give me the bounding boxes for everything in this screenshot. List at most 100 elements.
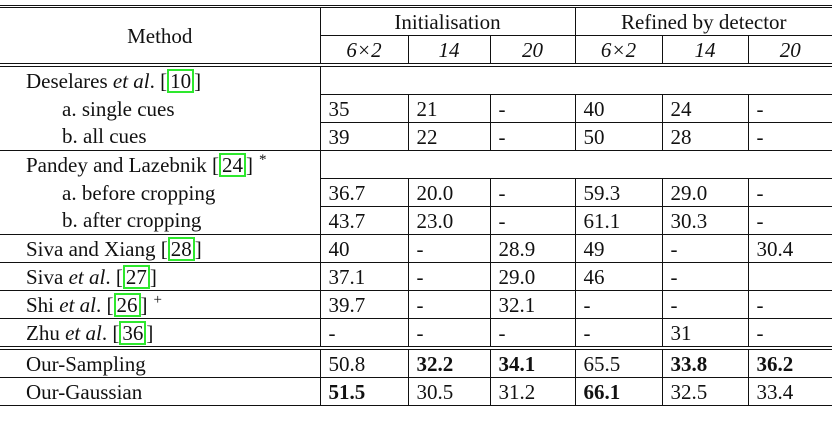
method-cell: Shi et al. 26 + bbox=[0, 290, 320, 319]
method-cell: Pandey and Lazebnik 24 * bbox=[0, 150, 320, 179]
value-cell: 22 bbox=[407, 122, 490, 151]
method-cell: Zhu et al. 36 bbox=[0, 318, 320, 348]
value-cell: 51.5 bbox=[319, 377, 408, 406]
method-name: Shi bbox=[26, 292, 60, 317]
method-post: . bbox=[105, 264, 111, 289]
value-cell: 39.7 bbox=[319, 290, 408, 319]
citation-link[interactable]: 26 bbox=[113, 292, 141, 317]
refined-header: Refined by detector bbox=[574, 5, 832, 36]
value-cell: 66.1 bbox=[574, 377, 662, 406]
subcol-ref-14: 14 bbox=[661, 35, 748, 65]
citation-link[interactable]: 36 bbox=[119, 320, 147, 345]
citation[interactable]: 28 bbox=[161, 236, 202, 261]
sub-method-label: a. single cues bbox=[62, 96, 175, 121]
results-table: Method Initialisation Refined by detecto… bbox=[0, 5, 832, 406]
value-cell bbox=[747, 262, 832, 291]
value-cell: 29.0 bbox=[661, 178, 748, 207]
value-cell: - bbox=[489, 318, 575, 348]
citation-link[interactable]: 24 bbox=[219, 152, 247, 177]
value-cell: 35 bbox=[319, 94, 408, 123]
table-row: Deselares et al. 10 bbox=[0, 63, 832, 95]
value-cell: 29.0 bbox=[489, 262, 575, 291]
table-row: Siva et al. 2737.1-29.046- bbox=[0, 262, 832, 291]
value-cell: 30.3 bbox=[661, 206, 748, 235]
value-cell: - bbox=[747, 318, 832, 348]
value-cell: - bbox=[747, 206, 832, 235]
table-row: Siva and Xiang 2840-28.949-30.4 bbox=[0, 234, 832, 263]
subcol-ref-6x2: 6×2 bbox=[574, 35, 662, 65]
method-cell: Siva and Xiang 28 bbox=[0, 234, 320, 263]
citation[interactable]: 24 bbox=[212, 152, 253, 177]
value-cell: - bbox=[747, 94, 832, 123]
table-row: Our-Sampling 50.8 32.2 34.1 65.5 33.8 36.2 bbox=[0, 346, 832, 378]
table-row: b. all cues 39 22-50 28- bbox=[0, 122, 832, 151]
footnote-mark: * bbox=[259, 151, 267, 168]
value-cell: - bbox=[319, 318, 408, 348]
value-cell: 30.5 bbox=[407, 377, 490, 406]
table-row: Our-Gaussian 51.5 30.5 31.2 66.1 32.5 33.4 bbox=[0, 377, 832, 406]
value-cell: 24 bbox=[661, 94, 748, 123]
method-name: Our-Gaussian bbox=[26, 379, 143, 404]
value-cell: 31.2 bbox=[489, 377, 575, 406]
value-cell: 50 bbox=[574, 122, 662, 151]
value-cell: 33.4 bbox=[747, 377, 832, 406]
method-name: Deselares bbox=[26, 68, 113, 93]
value-cell: 31 bbox=[661, 318, 748, 348]
value-cell: 30.4 bbox=[747, 234, 832, 263]
value-cell: - bbox=[489, 122, 575, 151]
value-cell: 32.2 bbox=[407, 346, 490, 378]
value-cell: 33.8 bbox=[661, 346, 748, 378]
group-spacer bbox=[319, 63, 832, 95]
table-body: Deselares et al. 10a. single cues3521-40… bbox=[0, 63, 832, 406]
value-cell: - bbox=[747, 122, 832, 151]
table-row: b. after cropping 43.7 23.0-61.1 30.3- bbox=[0, 206, 832, 235]
value-cell: 34.1 bbox=[489, 346, 575, 378]
value-cell: 40 bbox=[574, 94, 662, 123]
value-cell: - bbox=[661, 290, 748, 319]
method-name: Our-Sampling bbox=[26, 351, 146, 376]
value-cell: - bbox=[407, 234, 490, 263]
value-cell: 28 bbox=[661, 122, 748, 151]
method-cell: Siva et al. 27 bbox=[0, 262, 320, 291]
method-etal: et al bbox=[65, 320, 102, 345]
citation[interactable]: 10 bbox=[160, 68, 201, 93]
method-name: Siva and Xiang bbox=[26, 236, 161, 261]
citation-link[interactable]: 28 bbox=[167, 236, 195, 261]
value-cell: 61.1 bbox=[574, 206, 662, 235]
method-etal: et al bbox=[68, 264, 106, 289]
value-cell: 37.1 bbox=[319, 262, 408, 291]
sub-method-label: a. before cropping bbox=[62, 180, 216, 205]
value-cell: 39 bbox=[319, 122, 408, 151]
citation[interactable]: 26 bbox=[107, 292, 148, 317]
value-cell: - bbox=[489, 94, 575, 123]
citation[interactable]: 27 bbox=[116, 264, 157, 289]
subcol-init-6x2: 6×2 bbox=[319, 35, 408, 65]
method-post: . bbox=[101, 320, 108, 345]
value-cell: - bbox=[407, 262, 490, 291]
method-header: Method bbox=[0, 5, 320, 65]
value-cell: - bbox=[489, 178, 575, 207]
method-name: Zhu bbox=[26, 320, 66, 345]
footnote-mark: + bbox=[153, 291, 162, 308]
value-cell: - bbox=[747, 178, 832, 207]
citation-link[interactable]: 10 bbox=[167, 68, 195, 93]
table-row: Pandey and Lazebnik 24 * bbox=[0, 150, 832, 179]
citation[interactable]: 36 bbox=[112, 320, 153, 345]
method-post: . bbox=[96, 292, 102, 317]
value-cell: 65.5 bbox=[574, 346, 662, 378]
table-row: a. single cues 35 21-40 24- bbox=[0, 94, 832, 123]
method-name: Siva bbox=[26, 264, 69, 289]
table-row: Shi et al. 26+39.7-32.1--- bbox=[0, 290, 832, 319]
value-cell: 59.3 bbox=[574, 178, 662, 207]
initialisation-header: Initialisation bbox=[319, 5, 575, 36]
method-etal: et al bbox=[112, 68, 150, 93]
value-cell: 43.7 bbox=[319, 206, 408, 235]
value-cell: 46 bbox=[574, 262, 662, 291]
value-cell: - bbox=[661, 234, 748, 263]
table-row: Zhu et al. 36----31- bbox=[0, 318, 832, 348]
sub-method-label: b. all cues bbox=[62, 124, 147, 149]
sub-method-label: b. after cropping bbox=[62, 208, 202, 233]
value-cell: 23.0 bbox=[407, 206, 490, 235]
citation-link[interactable]: 27 bbox=[122, 264, 150, 289]
value-cell: 36.7 bbox=[319, 178, 408, 207]
